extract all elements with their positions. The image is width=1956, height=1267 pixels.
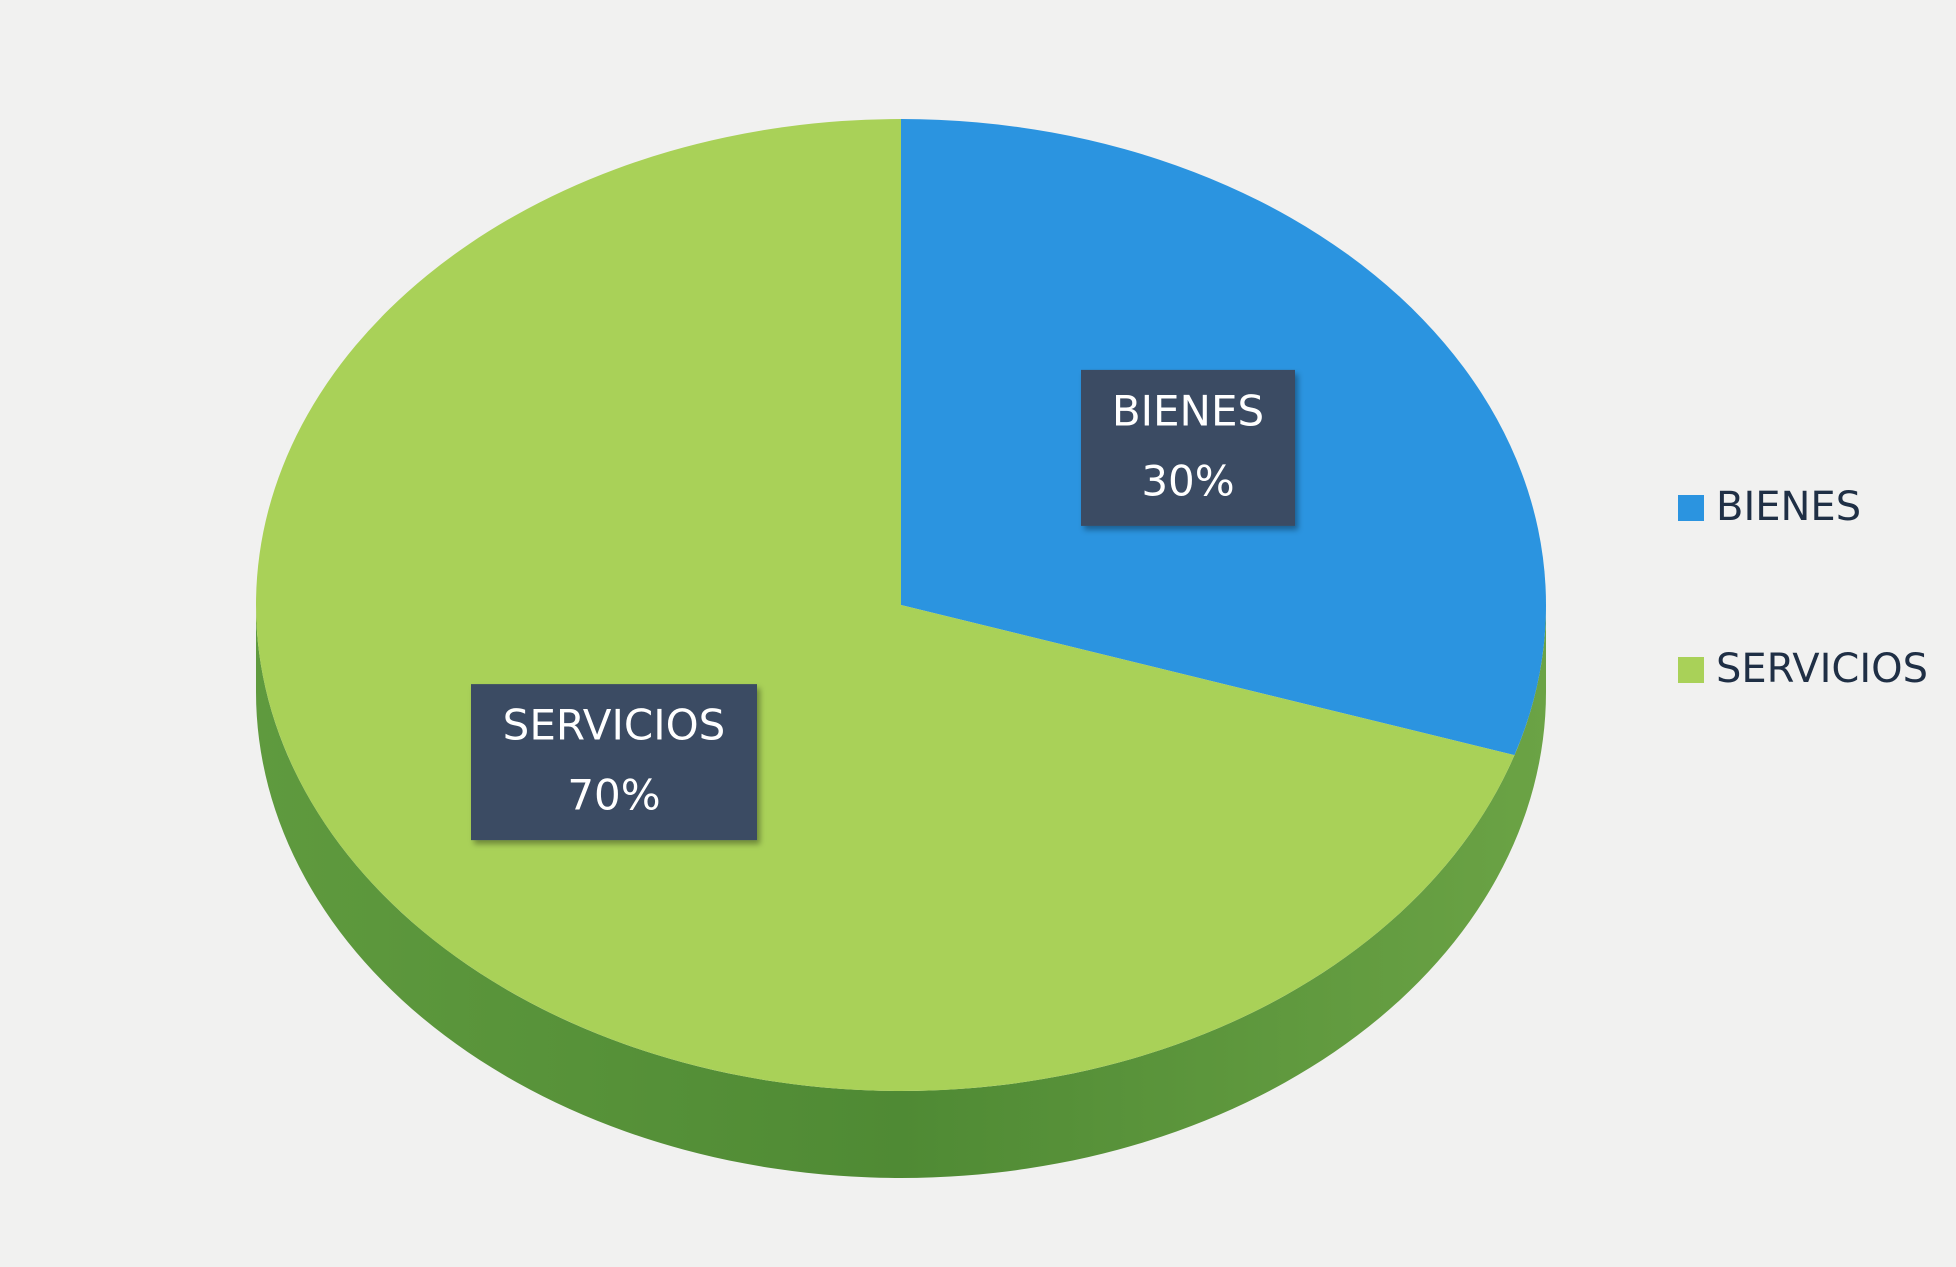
legend-label: BIENES [1716,484,1861,530]
data-label: SERVICIOS 70% [471,684,758,841]
legend-swatch [1678,657,1704,683]
pie-side [256,605,1546,1178]
data-label: BIENES 30% [1080,369,1295,526]
data-label-box [1080,369,1295,526]
data-label-box [471,684,758,841]
data-label-value: 70% [567,771,660,820]
data-label-category: SERVICIOS [503,701,726,750]
legend-swatch [1678,495,1704,521]
data-label-value: 30% [1141,456,1234,505]
data-label-category: BIENES [1112,386,1264,435]
legend-label: SERVICIOS [1716,646,1928,692]
pie-slice [256,119,1515,1091]
